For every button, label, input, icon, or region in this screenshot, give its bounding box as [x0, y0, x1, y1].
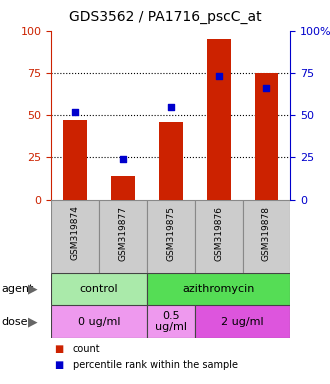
Bar: [254, 73, 279, 200]
Text: GSM319878: GSM319878: [262, 205, 271, 260]
Text: azithromycin: azithromycin: [182, 284, 255, 294]
Text: 0 ug/ml: 0 ug/ml: [78, 316, 120, 327]
Text: 0.5
ug/ml: 0.5 ug/ml: [155, 311, 187, 333]
Text: ▶: ▶: [28, 315, 38, 328]
Bar: [195, 305, 290, 338]
Text: GSM319877: GSM319877: [118, 205, 127, 260]
Point: [72, 109, 78, 115]
Text: GDS3562 / PA1716_pscC_at: GDS3562 / PA1716_pscC_at: [69, 10, 261, 23]
Text: count: count: [73, 344, 100, 354]
Point: [264, 85, 269, 91]
Bar: [243, 200, 290, 273]
Point: [168, 104, 174, 110]
Text: percentile rank within the sample: percentile rank within the sample: [73, 360, 238, 370]
Text: ▶: ▶: [28, 283, 38, 295]
Bar: [63, 120, 87, 200]
Bar: [99, 200, 147, 273]
Text: GSM319876: GSM319876: [214, 205, 223, 260]
Text: 2 ug/ml: 2 ug/ml: [221, 316, 264, 327]
Bar: [147, 200, 195, 273]
Bar: [147, 305, 195, 338]
Text: GSM319875: GSM319875: [166, 205, 175, 260]
Text: control: control: [80, 284, 118, 294]
Bar: [195, 200, 243, 273]
Bar: [207, 39, 231, 200]
Text: ■: ■: [54, 344, 64, 354]
Text: GSM319874: GSM319874: [71, 205, 80, 260]
Point: [216, 73, 221, 79]
Bar: [51, 305, 147, 338]
Text: ■: ■: [54, 360, 64, 370]
Bar: [147, 273, 290, 305]
Bar: [111, 176, 135, 200]
Text: dose: dose: [2, 316, 28, 327]
Bar: [51, 200, 99, 273]
Point: [120, 156, 125, 162]
Bar: [51, 273, 147, 305]
Text: agent: agent: [2, 284, 34, 294]
Bar: [159, 122, 183, 200]
